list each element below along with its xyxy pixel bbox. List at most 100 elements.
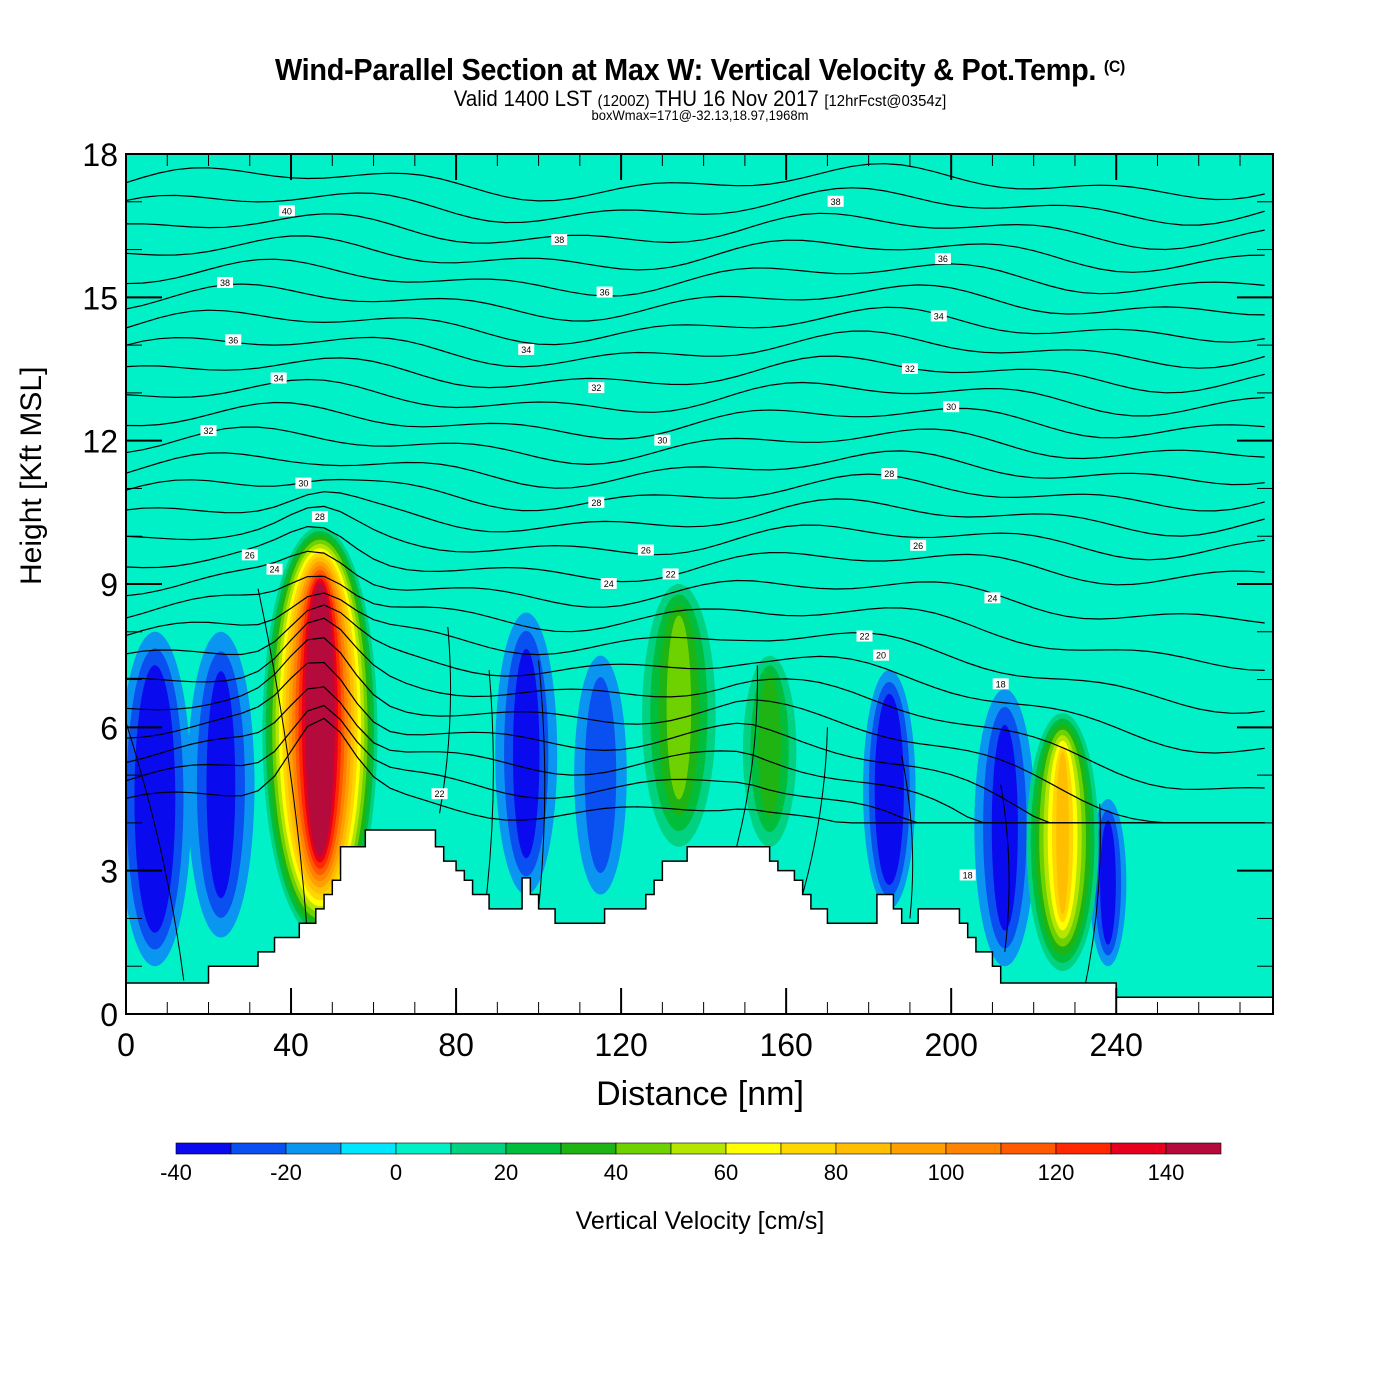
colorbar-swatch [395,1142,452,1155]
colorbar-swatch [1000,1142,1057,1155]
contour-label-text: 28 [884,469,894,479]
contour-label-text: 26 [245,550,255,560]
colorbar-swatch [615,1142,672,1155]
updraft-156nm-band [758,675,782,818]
valid-time-local: Valid 1400 LST [453,86,592,111]
x-tick-label: 120 [594,1027,647,1063]
theta-contour-line [484,669,494,909]
contour-label: 38 [551,234,568,245]
theta-contour-line [126,717,1265,824]
downdraft-97nm-band [512,648,540,859]
x-tick-label: 200 [924,1027,977,1063]
colorbar-swatch [505,1142,562,1155]
contour-label-text: 38 [554,235,564,245]
contour-label-text: 38 [831,197,841,207]
downdraft-115nm [574,655,627,895]
colorbar-tick-label: 80 [824,1160,848,1185]
contour-label-bg [270,372,287,384]
contour-label-bg [662,568,679,580]
theta-contour-line [1000,784,1010,952]
contour-label-text: 36 [938,254,948,264]
updraft-156nm [742,655,797,847]
theta-contour-line [126,592,1265,714]
downdraft-213nm-band [991,724,1018,931]
valid-date: THU 16 Nov 2017 [654,86,819,111]
weak-updraft-streak [937,210,966,671]
main-updraft [262,526,378,938]
chart-title-text: Wind-Parallel Section at Max W: Vertical… [274,52,1097,87]
contour-label-bg [241,549,258,561]
contour-label-text: 32 [905,364,915,374]
contour-label: 38 [217,277,234,288]
x-tick-label: 160 [759,1027,812,1063]
colorbar-swatch [285,1142,342,1155]
terrain-profile [126,829,1273,1014]
contour-label-bg [984,592,1001,604]
contour-label-bg [959,869,976,881]
contour-label-text: 40 [282,206,292,216]
contour-label: 24 [266,563,283,575]
contour-label-text: 34 [934,311,944,321]
contour-label-bg [295,477,312,489]
contour-label-text: 24 [270,565,280,575]
theta-contour-line [257,588,309,938]
theta-contour-line [126,378,1265,417]
colorbar-swatch [725,1142,782,1155]
contour-label-text: 22 [666,569,676,579]
contour-label: 32 [588,382,605,394]
theta-contour-line [126,187,1265,226]
theta-contour-line [126,450,1265,489]
colorbar-tick-label: 20 [494,1160,518,1185]
theta-contour-line [126,283,1265,322]
contour-label: 26 [910,539,927,551]
contour-label: 36 [225,334,242,346]
contour-label-bg [225,334,242,346]
updraft-227nm [1026,713,1099,971]
colorbar-swatch [780,1142,837,1155]
theta-contour-line [126,550,1265,624]
contour-label-text: 28 [591,498,601,508]
weak-updraft-streak [421,210,450,671]
contour-label: 26 [241,549,258,561]
theta-contour-line [126,525,1265,586]
contour-label: 32 [901,363,918,374]
y-axis-label: Height [Kft MSL] [15,366,48,585]
copyright-mark: (C) [1103,57,1126,76]
contour-label-bg [881,468,898,480]
colorbar-swatch [945,1142,1002,1155]
downdraft-115nm-band [584,677,617,874]
weak-updraft-streak [1011,162,1040,623]
downdraft-238nm [1089,799,1127,967]
contour-label-bg [827,195,844,207]
weak-updraft-streak [648,154,677,576]
contour-label: 36 [934,253,951,265]
colorbar-swatch [560,1142,617,1155]
y-tick-label: 3 [100,854,118,890]
colorbar-label: Vertical Velocity [cm/s] [575,1207,825,1235]
contour-label: 22 [662,568,679,580]
theta-contour-line [126,306,1265,346]
contour-label-text: 34 [521,345,531,355]
weak-updraft-streak [1192,210,1221,671]
downdraft-238nm-band [1100,820,1116,945]
contour-label: 34 [518,343,535,355]
colorbar-swatch [450,1142,507,1155]
colorbar-swatch [230,1142,287,1155]
contour-label-text: 30 [298,479,308,489]
contour-label: 28 [881,468,898,480]
downdraft-185nm-band [880,705,899,874]
contour-label-text: 20 [876,651,886,661]
contour-label-text: 28 [315,512,325,522]
colorbar-swatch [1055,1142,1112,1155]
theta-contour-line [736,665,758,847]
y-tick-label: 18 [82,137,118,173]
x-tick-label: 40 [273,1027,309,1063]
contour-label-bg [901,363,918,374]
theta-contour-line [126,505,1265,561]
contour-label-text: 38 [220,278,230,288]
y-tick-label: 12 [82,424,118,460]
theta-contour-line [126,355,1265,394]
contour-label: 18 [992,678,1009,690]
theta-contour-line [901,755,914,919]
